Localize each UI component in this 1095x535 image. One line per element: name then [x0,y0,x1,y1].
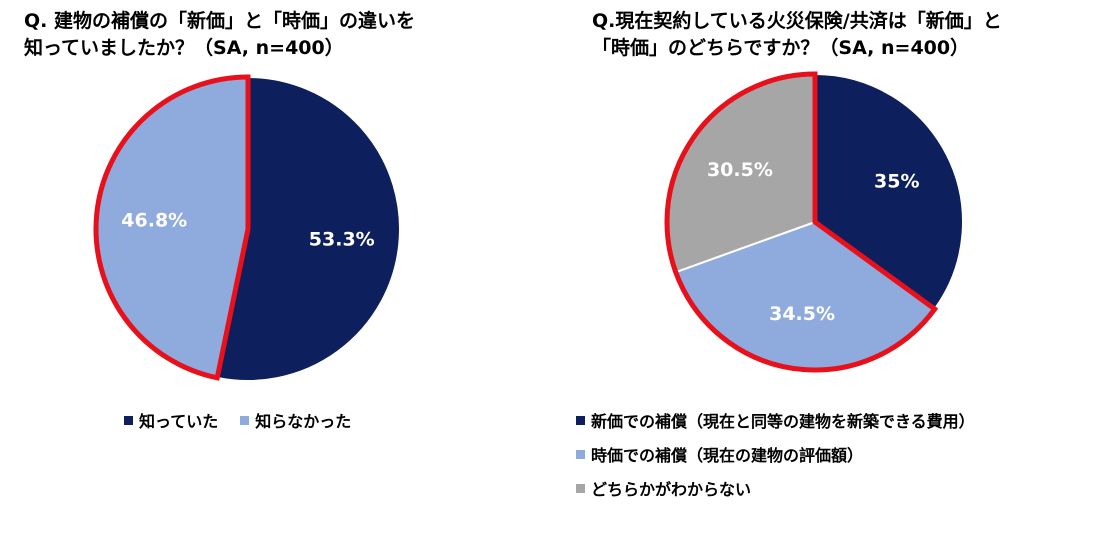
data-label-unknown: 30.5% [707,159,773,181]
data-label-replacement-cost: 35% [874,170,919,192]
data-label-actual-cash-value: 34.5% [769,303,835,325]
data-label-knew: 53.3% [309,229,375,251]
legend-right: 新価での補償（現在と同等の建物を新築できる費用） 時価での補償（現在の建物の評価… [576,406,975,502]
legend-swatch-actual-cash-value [576,449,585,459]
data-label-did-not-know: 46.8% [121,209,187,231]
chart-title-left: Q. 建物の補償の「新価」と「時価」の違いを 知っていましたか？（SA, n=4… [24,8,415,62]
chart-title-left-line2: 知っていましたか？（SA, n=400） [24,37,344,59]
legend-swatch-unknown [576,483,585,493]
chart-title-right-line1: Q.現在契約している火災保険/共済は「新価」と [592,10,1002,32]
legend-item-actual-cash-value: 時価での補償（現在の建物の評価額） [576,440,975,468]
pie-chart-right: 35% 34.5% 30.5% [664,71,964,373]
legend-label-replacement-cost: 新価での補償（現在と同等の建物を新築できる費用） [591,412,975,431]
highlight-outline [93,74,251,381]
legend-swatch-did-not-know [240,415,250,425]
pie-slice-replacement-cost [814,72,964,311]
legend-label-unknown: どちらかがわからない [591,480,752,499]
chart-panel-left: Q. 建物の補償の「新価」と「時価」の違いを 知っていましたか？（SA, n=4… [24,8,415,434]
chart-panel-right: Q.現在契約している火災保険/共済は「新価」と 「時価」のどちらですか？（SA,… [548,0,1095,535]
legend-label-actual-cash-value: 時価での補償（現在の建物の評価額） [591,446,864,465]
legend-item-did-not-know: 知らなかった [240,406,351,434]
legend-item-knew: 知っていた [124,406,218,434]
chart-title-left-line1: Q. 建物の補償の「新価」と「時価」の違いを [24,10,415,32]
chart-title-right: Q.現在契約している火災保険/共済は「新価」と 「時価」のどちらですか？（SA,… [592,8,1002,62]
pie-slice-knew [216,75,401,382]
legend-swatch-replacement-cost [576,415,585,425]
pie-chart-left: 53.3% 46.8% [93,74,401,382]
legend-left: 知っていた 知らなかった [124,406,351,434]
legend-label-knew: 知っていた [139,412,219,431]
chart-title-right-line2: 「時価」のどちらですか？（SA, n=400） [592,37,970,59]
legend-label-did-not-know: 知らなかった [255,412,352,431]
highlight-outline [664,71,939,373]
legend-item-unknown: どちらかがわからない [576,474,975,502]
legend-swatch-knew [124,415,133,425]
legend-item-replacement-cost: 新価での補償（現在と同等の建物を新築できる費用） [576,406,975,434]
